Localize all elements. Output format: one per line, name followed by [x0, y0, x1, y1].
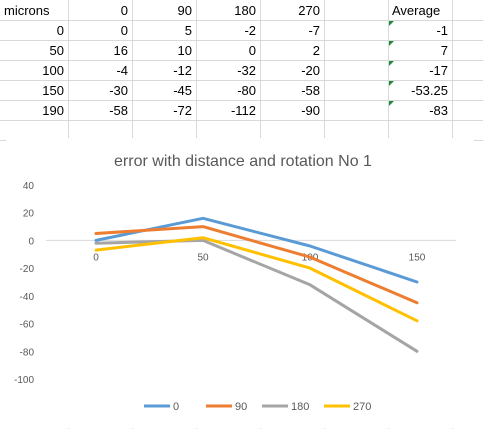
cell-270[interactable]: -20	[301, 63, 320, 78]
cell-0[interactable]: -30	[109, 83, 128, 98]
cell-0[interactable]: -58	[109, 103, 128, 118]
y-tick-label: -20	[20, 264, 35, 275]
legend-label: 270	[353, 401, 371, 413]
error-indicator-icon	[389, 101, 394, 106]
cell-180[interactable]: 0	[248, 43, 256, 58]
row-border	[0, 20, 483, 21]
cell-microns[interactable]: 50	[49, 43, 64, 58]
line-chart[interactable]: error with distance and rotation No 1 40 2…	[6, 138, 474, 428]
cell-90[interactable]: 5	[184, 23, 192, 38]
cell-microns[interactable]: 0	[56, 23, 64, 38]
cell-microns[interactable]: 150	[42, 83, 64, 98]
series-line-180	[94, 238, 419, 353]
cell-270[interactable]: -90	[301, 103, 320, 118]
y-tick-label: -100	[14, 375, 34, 386]
y-tick-label: -40	[20, 292, 35, 303]
cell-0[interactable]: 16	[113, 43, 128, 58]
cell-0[interactable]: -4	[116, 63, 128, 78]
cell-90[interactable]: -45	[173, 83, 192, 98]
cell-microns[interactable]: 190	[42, 103, 64, 118]
cell-180[interactable]: -112	[230, 103, 256, 118]
cell-average[interactable]: 7	[440, 43, 448, 58]
row-border	[0, 100, 483, 101]
cell-average[interactable]: -1	[436, 23, 448, 38]
header-cell-180[interactable]: 180	[234, 3, 256, 18]
row-border	[0, 120, 483, 121]
cell-270[interactable]: -58	[301, 83, 320, 98]
series-line-90	[94, 225, 419, 305]
header-cell-0[interactable]: 0	[120, 3, 128, 18]
error-indicator-icon	[389, 61, 394, 66]
header-cell-270[interactable]: 270	[298, 3, 320, 18]
cell-90[interactable]: -72	[173, 103, 192, 118]
error-indicator-icon	[389, 21, 394, 26]
chart-canvas: error with distance and rotation No 1 40 2…	[14, 153, 456, 413]
cell-average[interactable]: -83	[429, 103, 448, 118]
cell-270[interactable]: -7	[308, 23, 320, 38]
cell-0[interactable]: 0	[120, 23, 128, 38]
cell-180[interactable]: -2	[244, 23, 256, 38]
cell-90[interactable]: 10	[177, 43, 192, 58]
x-tick-label: 50	[197, 252, 209, 263]
row-border	[0, 40, 483, 41]
y-tick-label: -80	[20, 347, 35, 358]
cell-microns[interactable]: 100	[42, 63, 64, 78]
series-line-270	[94, 236, 419, 323]
y-tick-label: 20	[23, 209, 35, 220]
x-tick-label: 0	[93, 252, 99, 263]
legend-label: 90	[235, 401, 247, 413]
error-indicator-icon	[389, 81, 394, 86]
chart-title: error with distance and rotation No 1	[114, 153, 372, 170]
header-cell-microns[interactable]: microns	[4, 3, 50, 18]
row-border	[0, 80, 483, 81]
cell-180[interactable]: -32	[237, 63, 256, 78]
error-indicator-icon	[389, 41, 394, 46]
x-tick-label: 150	[409, 252, 426, 263]
legend-label: 0	[173, 401, 179, 413]
cell-270[interactable]: 2	[312, 43, 320, 58]
series-line-0	[94, 216, 419, 284]
cell-180[interactable]: -80	[237, 83, 256, 98]
row-border	[0, 60, 483, 61]
cell-average[interactable]: -53.25	[411, 83, 448, 98]
header-cell-average[interactable]: Average	[392, 3, 441, 18]
y-tick-label: -60	[20, 320, 35, 331]
y-tick-label: 0	[28, 236, 34, 247]
y-tick-label: 40	[23, 181, 35, 192]
header-cell-90[interactable]: 90	[177, 3, 192, 18]
legend-label: 180	[291, 401, 309, 413]
cell-average[interactable]: -17	[429, 63, 448, 78]
cell-90[interactable]: -12	[173, 63, 192, 78]
